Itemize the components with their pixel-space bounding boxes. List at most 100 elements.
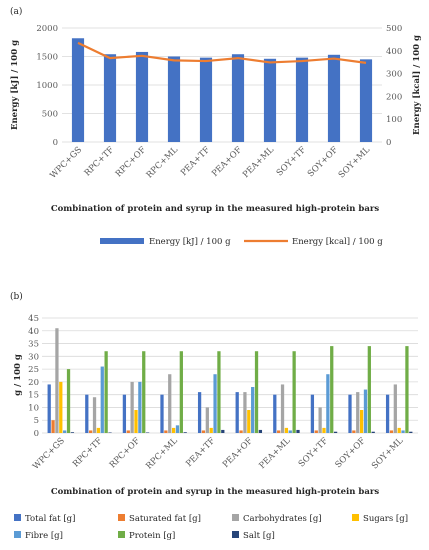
y-tick-label: 35 <box>28 340 39 350</box>
legend-swatch-kj <box>100 238 144 244</box>
x-tick-label: SOY+TF <box>297 436 330 469</box>
legend-swatch <box>118 514 125 521</box>
bar-fibre <box>326 374 330 433</box>
bar-total <box>197 392 202 433</box>
legend-label-kj: Energy [kJ] / 100 g <box>149 237 231 247</box>
y-tick-label: 45 <box>28 314 39 324</box>
panel-label-a: (a) <box>10 6 22 17</box>
y-tick-label: 2000 <box>36 24 58 34</box>
bar <box>135 51 149 142</box>
bar-salt <box>183 432 187 433</box>
x-tick-label: SOY+OF <box>306 145 340 179</box>
bar-carbohydrates <box>205 407 209 433</box>
bar-carbohydrates <box>92 397 97 433</box>
bar-protein <box>66 369 71 433</box>
bar-saturated <box>352 430 356 433</box>
y-tick-label: 25 <box>28 365 39 375</box>
bar-saturated <box>126 430 130 433</box>
bar <box>231 54 245 142</box>
bar-fibre <box>175 425 180 433</box>
bar-saturated <box>89 430 93 433</box>
x-tick-label: WPC+GS <box>48 145 84 181</box>
legend-swatch <box>352 514 359 521</box>
bar-fibre <box>251 387 255 433</box>
bar-sugars <box>322 427 326 433</box>
bar <box>327 54 341 142</box>
bar-sugars <box>59 381 63 433</box>
bar-total <box>47 384 51 433</box>
x-tick-label: PEA+OF <box>221 436 255 470</box>
bar-saturated <box>201 430 206 433</box>
bar-protein <box>179 351 183 433</box>
bar-fibre <box>100 366 104 433</box>
x-tick-label: PEA+TF <box>179 145 212 178</box>
bar-total <box>160 394 164 433</box>
x-tick-label: RPC+TF <box>71 436 105 470</box>
bar-salt <box>409 431 413 433</box>
x-axis-label-a: Combination of protein and syrup in the … <box>51 204 379 214</box>
y-tick-label: 500 <box>42 110 58 120</box>
x-tick-label: SOY+ML <box>370 436 406 472</box>
y-axis-label-a: Energy [kJ] / 100 g <box>10 40 20 130</box>
y-tick-label: 20 <box>28 378 39 388</box>
bar <box>359 59 373 142</box>
x-tick-label: PEA+TF <box>184 436 217 469</box>
y-tick-label: 40 <box>28 327 39 337</box>
x-ticks-b: WPC+GS RPC+TF RPC+OF RPC+ML PEA+TF PEA+OF PEA+… <box>31 436 406 472</box>
bar-salt <box>70 432 75 433</box>
bars-b <box>47 328 413 433</box>
bar <box>103 54 117 142</box>
x-tick-label: PEA+ML <box>257 436 292 471</box>
bar-carbohydrates <box>280 384 285 433</box>
legend-swatch <box>118 531 125 538</box>
y-axis-label-b: g / 100 g <box>13 354 23 396</box>
bar-fibre <box>288 430 292 433</box>
bar-fibre <box>401 430 405 433</box>
x-axis-label-b: Combination of protein and syrup in the … <box>51 487 379 497</box>
y-tick-label: 30 <box>28 352 39 362</box>
line-series-a <box>77 41 367 64</box>
legend-swatch <box>14 531 21 538</box>
y2-tick-label: 0 <box>386 138 391 148</box>
y-ticks-b: 0 5 10 15 20 25 30 35 40 45 <box>28 314 39 439</box>
panel-label-b: (b) <box>10 291 23 302</box>
legend-swatch <box>14 514 21 521</box>
bar-total <box>273 394 277 433</box>
y-tick-label: 0 <box>34 429 39 439</box>
bar-sugars <box>134 410 138 433</box>
x-tick-label: PEA+ML <box>241 145 276 180</box>
legend-label: Sugars [g] <box>363 514 408 524</box>
y-tick-label: 5 <box>34 416 39 426</box>
legend-label: Salt [g] <box>243 531 275 541</box>
bar-salt <box>258 429 263 433</box>
bar-carbohydrates <box>318 407 322 433</box>
bar-salt <box>145 432 150 433</box>
chart-b: (b) 0 5 10 15 20 25 30 35 40 45 WPC+GS RPC+TF RPC+O… <box>10 291 418 541</box>
bar-total <box>310 394 315 433</box>
bar-total <box>348 394 352 433</box>
bar-total <box>235 392 239 433</box>
bar <box>167 56 181 142</box>
legend-label: Protein [g] <box>129 531 175 541</box>
bar-protein <box>254 351 259 433</box>
y2-tick-label: 500 <box>386 24 402 34</box>
y2-ticks-a: 0 100 200 300 400 500 <box>386 24 402 148</box>
bar-salt <box>296 429 300 433</box>
y2-tick-label: 100 <box>386 115 402 125</box>
x-tick-label: WPC+GS <box>31 436 67 472</box>
legend-label: Saturated fat [g] <box>129 514 201 524</box>
y2-tick-label: 400 <box>386 47 402 57</box>
bar <box>263 58 277 142</box>
x-tick-label: SOY+OF <box>333 436 367 470</box>
bar-carbohydrates <box>393 384 397 433</box>
bar-saturated <box>239 430 243 433</box>
x-tick-label: RPC+ML <box>144 436 180 472</box>
bar-saturated <box>314 430 318 433</box>
bar-sugars <box>171 427 176 433</box>
bar-total <box>85 394 89 433</box>
x-tick-label: RPC+OF <box>108 436 142 470</box>
x-tick-label: SOY+TF <box>275 145 308 178</box>
kcal-line <box>77 41 367 64</box>
bar-sugars <box>359 410 364 433</box>
